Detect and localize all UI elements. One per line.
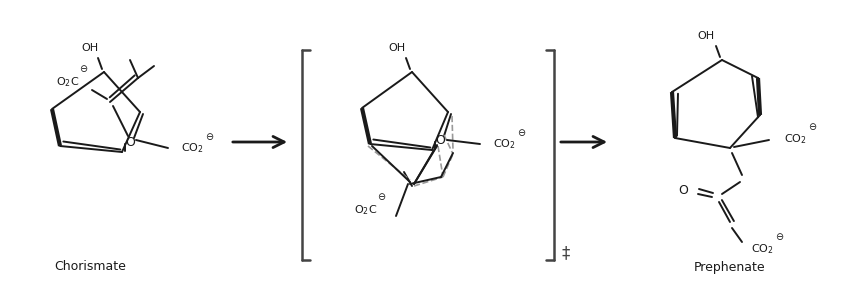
Text: OH: OH	[698, 31, 715, 41]
Text: Prephenate: Prephenate	[694, 261, 766, 274]
Text: Chorismate: Chorismate	[54, 261, 126, 274]
Text: O: O	[125, 135, 135, 149]
Text: CO$_2$: CO$_2$	[492, 137, 515, 151]
Text: OH: OH	[81, 43, 98, 53]
Text: O$_2$C: O$_2$C	[56, 75, 80, 89]
Text: $\ominus$: $\ominus$	[377, 191, 387, 202]
Text: CO$_2$: CO$_2$	[783, 132, 806, 146]
Text: O$_2$C: O$_2$C	[354, 203, 377, 217]
Text: $\ominus$: $\ominus$	[808, 122, 817, 133]
Text: $\ominus$: $\ominus$	[205, 131, 215, 142]
Text: O: O	[435, 133, 445, 147]
Text: $\ddagger$: $\ddagger$	[561, 245, 571, 263]
Text: $\ominus$: $\ominus$	[80, 63, 89, 74]
Text: OH: OH	[389, 43, 406, 53]
Text: $\ominus$: $\ominus$	[776, 232, 785, 243]
Text: O: O	[678, 184, 688, 197]
Text: CO$_2$: CO$_2$	[181, 141, 204, 155]
Text: $\ominus$: $\ominus$	[517, 127, 526, 138]
Text: CO$_2$: CO$_2$	[751, 242, 773, 256]
